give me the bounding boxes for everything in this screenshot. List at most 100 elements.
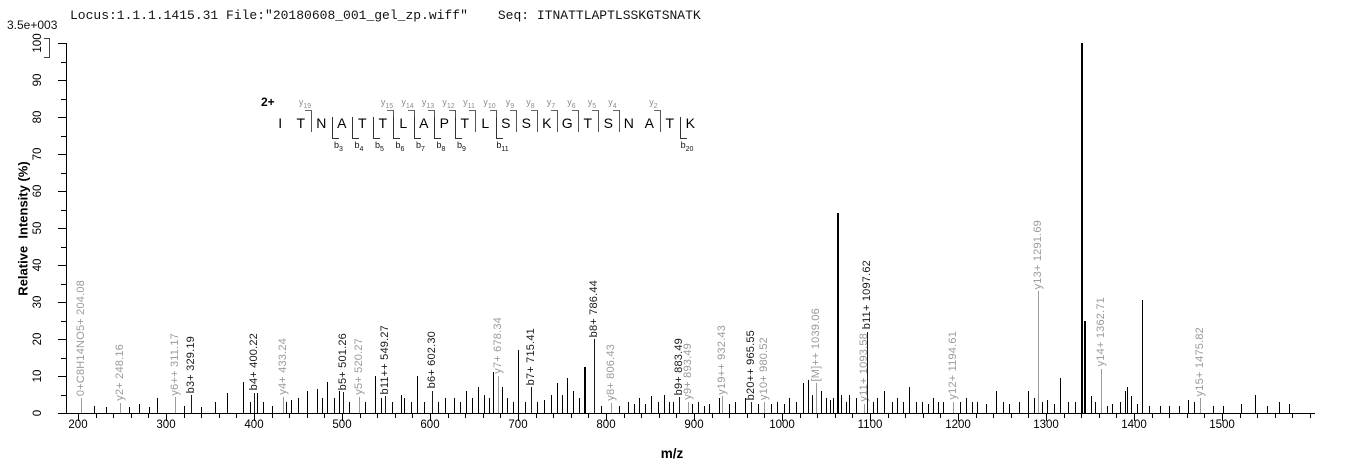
y-ion-bracket bbox=[305, 110, 312, 132]
y-ion-label: y5 bbox=[587, 97, 597, 110]
peak-label: y4+ 433.24 bbox=[276, 338, 289, 396]
peak bbox=[365, 401, 367, 413]
peak bbox=[401, 394, 403, 413]
x-minor-tick bbox=[130, 414, 132, 418]
peak bbox=[1168, 405, 1170, 413]
residue: I bbox=[278, 115, 283, 131]
x-major-tick bbox=[1134, 414, 1135, 421]
y-minor-tick bbox=[61, 172, 66, 174]
x-minor-tick bbox=[201, 414, 203, 418]
y-axis-top-bracket bbox=[44, 38, 50, 58]
peak-label: 0+C8H14NO5+ 204.08 bbox=[75, 280, 88, 397]
peak bbox=[1137, 403, 1139, 413]
y-ion-label: y12 bbox=[442, 97, 455, 110]
x-minor-tick bbox=[218, 414, 220, 418]
peak bbox=[1100, 368, 1102, 413]
peak bbox=[1074, 401, 1076, 413]
peak bbox=[359, 397, 361, 413]
x-minor-tick bbox=[412, 414, 414, 418]
peak bbox=[506, 398, 508, 413]
peak bbox=[845, 401, 847, 413]
peak bbox=[664, 394, 666, 413]
x-minor-tick bbox=[1098, 414, 1100, 418]
x-major-tick bbox=[782, 414, 783, 421]
peak bbox=[263, 401, 265, 413]
peak bbox=[709, 403, 711, 413]
peak bbox=[572, 390, 574, 413]
peak bbox=[1179, 405, 1181, 413]
x-axis-title: m/z bbox=[660, 446, 684, 461]
peak bbox=[536, 401, 538, 413]
peak-label: b3+ 329.19 bbox=[185, 335, 198, 393]
y-ion-label: y13 bbox=[421, 97, 435, 110]
y-ion-bracket bbox=[551, 110, 558, 132]
x-tick-label: 500 bbox=[332, 419, 352, 431]
x-tick-label: 1100 bbox=[857, 419, 883, 431]
peak bbox=[976, 401, 978, 413]
peak bbox=[627, 401, 629, 413]
x-minor-tick bbox=[377, 414, 379, 418]
peak bbox=[445, 398, 447, 413]
peak bbox=[728, 403, 730, 413]
x-minor-tick bbox=[887, 414, 889, 418]
y-major-tick bbox=[58, 413, 66, 414]
residue: P bbox=[439, 115, 449, 131]
peak bbox=[1068, 401, 1070, 413]
x-minor-tick bbox=[975, 414, 977, 418]
peak bbox=[1081, 43, 1084, 413]
x-tick-label: 800 bbox=[596, 419, 616, 431]
b-ion-label: b9 bbox=[457, 140, 466, 153]
x-minor-tick bbox=[271, 414, 273, 418]
y-minor-tick bbox=[61, 209, 66, 211]
peak bbox=[1038, 290, 1040, 413]
peak bbox=[349, 401, 351, 413]
x-major-tick bbox=[78, 414, 79, 421]
peak bbox=[1278, 401, 1280, 413]
peak-label: y15+ 1475.82 bbox=[1194, 326, 1207, 397]
y-ion-bracket bbox=[653, 110, 661, 132]
x-minor-tick bbox=[535, 414, 537, 418]
peak bbox=[673, 401, 675, 413]
peak bbox=[856, 398, 858, 413]
y-major-tick bbox=[58, 265, 66, 266]
peak bbox=[922, 401, 924, 413]
x-tick-label: 400 bbox=[244, 419, 264, 431]
residue: G bbox=[561, 115, 573, 131]
peak bbox=[971, 401, 973, 413]
peak bbox=[338, 390, 340, 413]
peak bbox=[417, 376, 419, 413]
peak bbox=[191, 394, 193, 413]
x-minor-tick bbox=[113, 414, 115, 418]
peak-label: y12+ 1194.61 bbox=[946, 331, 959, 400]
x-minor-tick bbox=[183, 414, 185, 418]
peak bbox=[327, 381, 329, 413]
peak bbox=[242, 381, 244, 413]
y-axis-title: Relative Intensity (%) bbox=[15, 161, 31, 296]
y-tick-label: 90 bbox=[32, 73, 44, 87]
peak bbox=[807, 379, 809, 413]
peak bbox=[704, 405, 706, 413]
peak bbox=[1083, 320, 1086, 413]
peak-label: y13+ 1291.69 bbox=[1032, 219, 1045, 289]
x-minor-tick bbox=[1063, 414, 1065, 418]
peak bbox=[484, 394, 486, 413]
peak bbox=[691, 403, 693, 413]
peak bbox=[734, 401, 736, 413]
peak bbox=[561, 394, 563, 413]
b-ion-bracket bbox=[680, 117, 687, 139]
peak bbox=[891, 401, 893, 413]
x-minor-tick bbox=[1239, 414, 1241, 418]
x-minor-tick bbox=[746, 414, 748, 418]
y-ion-bracket bbox=[612, 110, 620, 132]
b-ion-bracket bbox=[352, 117, 359, 139]
peak bbox=[1120, 401, 1122, 413]
y-tick-label: 40 bbox=[32, 258, 44, 272]
x-minor-tick bbox=[465, 414, 467, 418]
peak bbox=[1130, 396, 1132, 413]
peak bbox=[668, 401, 670, 413]
peak bbox=[876, 398, 878, 413]
peak bbox=[316, 388, 318, 413]
peak-label: b4+ 400.22 bbox=[247, 333, 260, 391]
x-minor-tick bbox=[148, 414, 150, 418]
peak bbox=[583, 366, 586, 413]
